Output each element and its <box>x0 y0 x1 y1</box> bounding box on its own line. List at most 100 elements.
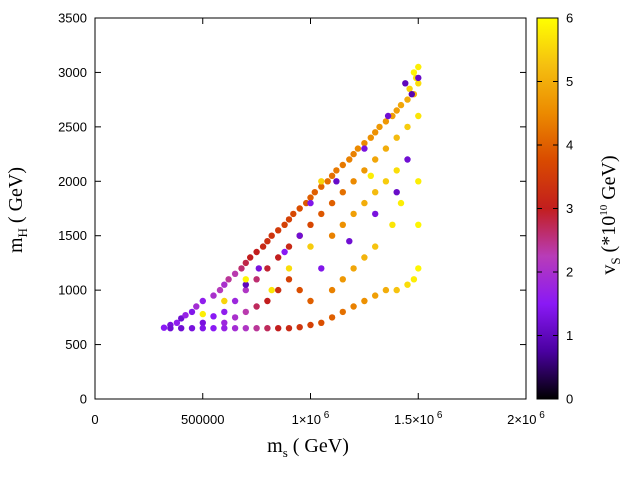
data-point <box>410 276 418 283</box>
data-point <box>221 297 228 305</box>
data-point <box>221 308 228 316</box>
data-point <box>415 63 422 71</box>
data-point <box>253 303 260 310</box>
data-point <box>307 194 314 201</box>
data-point <box>255 265 262 272</box>
data-point <box>415 80 422 87</box>
data-point <box>324 178 331 185</box>
data-point <box>339 189 346 196</box>
data-point <box>361 140 368 147</box>
data-point <box>318 210 325 218</box>
data-point <box>408 91 415 98</box>
data-point <box>382 178 390 185</box>
data-point <box>268 286 275 294</box>
data-point <box>328 232 336 239</box>
data-point <box>231 270 239 277</box>
data-point <box>318 265 325 272</box>
data-point <box>389 221 396 228</box>
data-point <box>285 216 293 223</box>
data-point <box>264 238 271 245</box>
data-point <box>173 319 181 326</box>
data-point <box>216 286 224 294</box>
data-point <box>268 232 275 239</box>
data-point <box>372 129 379 136</box>
data-point <box>361 145 368 152</box>
data-point <box>225 276 232 283</box>
data-point <box>339 276 346 283</box>
y-axis-ticks: 0 500 1000 1500 2000 2500 3000 3500 <box>58 11 526 407</box>
data-point <box>415 112 422 120</box>
data-point <box>328 286 336 294</box>
data-point <box>285 265 293 272</box>
data-point <box>221 319 228 326</box>
data-point <box>296 205 303 212</box>
y-tick-label: 1000 <box>58 283 87 298</box>
y-tick-label: 3000 <box>58 65 87 80</box>
y-tick-label: 1500 <box>58 228 87 243</box>
x-axis-ticks: 0 500000 1×10 6 1.5×10 6 2×10 6 <box>91 18 545 427</box>
data-point <box>350 210 357 218</box>
data-point <box>242 325 249 332</box>
x-tick-label: 500000 <box>181 412 224 427</box>
data-point <box>354 145 362 152</box>
data-point <box>404 123 411 131</box>
data-point <box>328 314 336 321</box>
data-point <box>290 210 297 218</box>
data-point <box>350 265 357 272</box>
data-point <box>188 308 196 316</box>
data-point <box>376 123 383 131</box>
data-point <box>188 325 196 332</box>
data-point <box>415 221 422 228</box>
data-point <box>339 161 346 169</box>
data-point <box>307 321 314 329</box>
data-point <box>307 199 314 207</box>
x-tick-label: 2×10 6 <box>507 410 545 427</box>
data-point <box>372 243 379 250</box>
data-point <box>318 183 325 190</box>
data-point <box>318 319 325 326</box>
data-point <box>372 292 379 299</box>
plot-frame <box>94 17 527 400</box>
x-tick-label: 1.5×10 6 <box>394 410 443 427</box>
data-point <box>372 189 379 196</box>
colorbar-tick-label: 1 <box>566 328 573 343</box>
data-point <box>238 265 245 272</box>
data-point <box>397 101 405 109</box>
data-point <box>193 303 200 310</box>
colorbar-tick-label: 5 <box>566 74 573 89</box>
data-point <box>307 221 314 228</box>
data-points-layer <box>160 63 422 332</box>
data-point <box>231 297 239 305</box>
colorbar-ticks: 0 1 2 3 4 5 6 <box>537 11 573 407</box>
colorbar-tick-label: 0 <box>566 392 573 407</box>
data-point <box>253 276 260 283</box>
data-point <box>404 96 411 103</box>
data-point <box>178 325 185 332</box>
data-point <box>210 313 217 320</box>
data-point <box>393 134 400 141</box>
data-point <box>410 69 418 76</box>
data-point <box>221 281 228 288</box>
data-point <box>199 310 206 318</box>
data-point <box>199 325 206 332</box>
data-point <box>382 118 390 125</box>
data-point <box>281 221 288 228</box>
y-tick-label: 2000 <box>58 174 87 189</box>
data-point <box>350 303 357 310</box>
data-point <box>253 325 260 332</box>
data-point <box>275 286 282 294</box>
data-point <box>402 80 409 87</box>
data-point <box>210 292 217 299</box>
y-tick-label: 0 <box>80 392 87 407</box>
data-point <box>393 167 400 174</box>
data-point <box>350 178 357 185</box>
data-point <box>346 238 353 245</box>
data-point <box>384 112 392 120</box>
data-point <box>210 325 217 332</box>
data-point <box>415 178 422 185</box>
y-axis-title: mH ( GeV) <box>5 167 30 253</box>
x-tick-label: 0 <box>91 412 98 427</box>
data-point <box>328 172 336 179</box>
data-point <box>231 325 239 332</box>
data-point <box>393 107 400 114</box>
